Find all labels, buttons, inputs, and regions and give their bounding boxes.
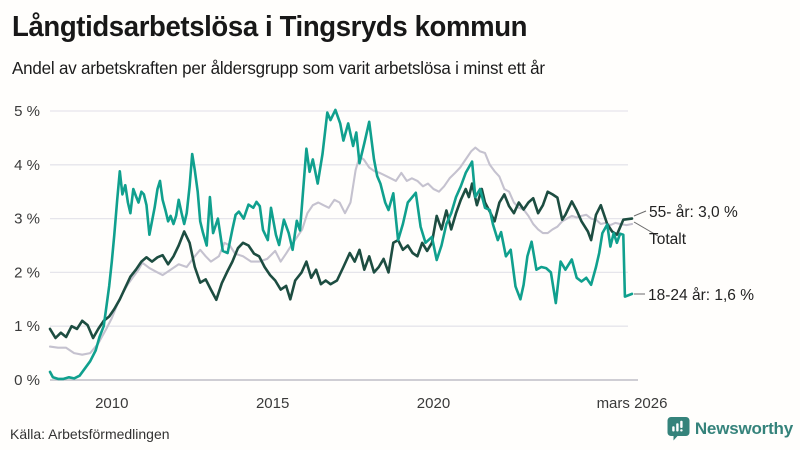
newsworthy-chart-bubble-icon <box>667 416 690 441</box>
series-end-label: Totalt <box>649 231 687 248</box>
brand-lockup: Newsworthy <box>667 416 793 441</box>
x-axis-tick-label: 2015 <box>256 395 289 412</box>
page-title: Långtidsarbetslösa i Tingsryds kommun <box>12 11 528 43</box>
y-axis-tick-label: 0 % <box>14 372 40 389</box>
y-axis-tick-label: 1 % <box>14 318 40 335</box>
y-axis-tick-label: 5 % <box>14 103 40 120</box>
page-subtitle: Andel av arbetskraften per åldersgrupp s… <box>12 58 545 78</box>
y-axis-tick-label: 4 % <box>14 157 40 174</box>
series-end-label: 18-24 år: 1,6 % <box>648 287 754 304</box>
annotation-connector-line <box>633 221 659 237</box>
x-axis-tick-label: 2010 <box>95 395 128 412</box>
source-note: Källa: Arbetsförmedlingen <box>10 426 170 442</box>
y-axis-tick-label: 3 % <box>14 211 40 228</box>
series-line-18-24-r <box>48 108 634 381</box>
series-end-label: 55- år: 3,0 % <box>649 204 738 221</box>
series-line-totalt <box>48 146 634 356</box>
x-axis-tick-label: mars 2026 <box>597 395 668 412</box>
y-axis-tick-label: 2 % <box>14 264 40 281</box>
annotation-connector-line <box>633 210 647 217</box>
brand-name: Newsworthy <box>694 418 793 438</box>
x-axis-tick-label: 2020 <box>417 395 450 412</box>
series-line-55-r <box>48 182 634 340</box>
